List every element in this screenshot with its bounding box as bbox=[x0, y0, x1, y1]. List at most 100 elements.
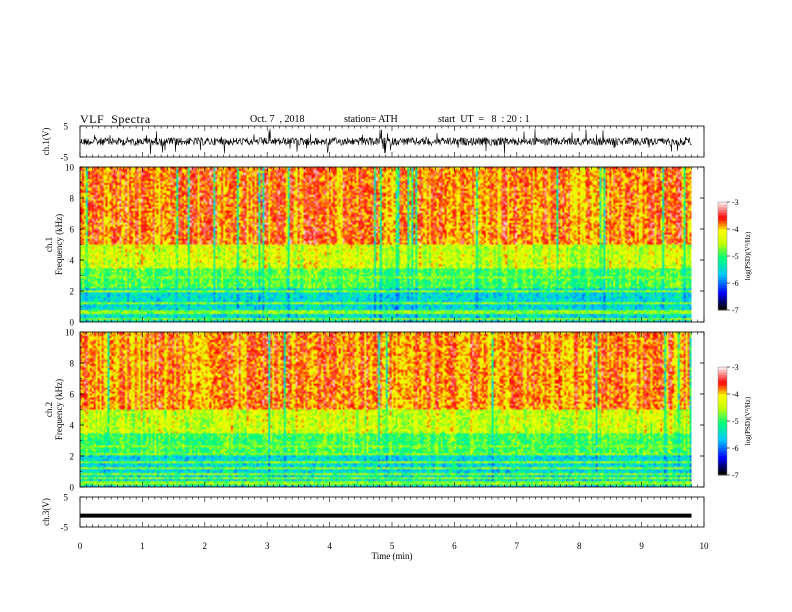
colorbar-segment bbox=[718, 380, 727, 384]
colorbar-segment bbox=[718, 453, 727, 457]
x-tick-label: 9 bbox=[639, 541, 644, 551]
colorbar-segment bbox=[718, 388, 727, 392]
colorbar-segment bbox=[718, 472, 727, 476]
colorbar-segment bbox=[718, 461, 727, 465]
colorbar-segment bbox=[718, 437, 727, 441]
colorbar-tick-label: -6 bbox=[732, 444, 739, 453]
colorbar-segment bbox=[718, 239, 727, 243]
colorbar-segment bbox=[718, 383, 727, 387]
x-tick-label: 3 bbox=[265, 541, 270, 551]
colorbar-tick-label: -4 bbox=[732, 390, 739, 399]
x-tick-label: 10 bbox=[700, 541, 710, 551]
colorbar-segment bbox=[718, 202, 727, 206]
colorbar-segment bbox=[718, 291, 727, 295]
ch2-spectrogram-panel-ylabel-line: Frequency (kHz) bbox=[54, 379, 64, 440]
colorbar-segment bbox=[718, 274, 727, 279]
colorbar-segment bbox=[718, 404, 727, 408]
colorbar-tick-label: -7 bbox=[732, 471, 739, 480]
date-label: Oct. 7 , 2018 bbox=[250, 114, 305, 125]
colorbar-tick-label: -3 bbox=[732, 363, 739, 372]
colorbar-tick-label: -5 bbox=[732, 252, 739, 261]
ch1-spectrogram-panel-ytick-label: 8 bbox=[70, 194, 75, 204]
ch2-spectrogram-panel-ylabel-line: ch.2 bbox=[44, 402, 54, 417]
colorbar-segment bbox=[718, 237, 727, 241]
colorbar-segment bbox=[718, 299, 727, 303]
colorbar-tick-label: -5 bbox=[732, 417, 739, 426]
ch1-waveform-panel-ytick-label: 5 bbox=[64, 122, 69, 132]
ch1-spectrogram-panel-ytick-label: 6 bbox=[70, 225, 75, 235]
colorbar-segment bbox=[718, 399, 727, 403]
x-tick-label: 0 bbox=[78, 541, 83, 551]
colorbar-segment bbox=[718, 369, 727, 373]
colorbar-segment bbox=[718, 304, 727, 308]
ch2-spectrogram-panel-image bbox=[80, 332, 692, 487]
ch2-spectrogram-panel-ytick-label: 10 bbox=[65, 328, 75, 338]
ch1-waveform-panel-ylabel: ch.1(V) bbox=[41, 128, 51, 156]
ch1-waveform-panel-ytick-label: -5 bbox=[61, 153, 69, 163]
colorbar-segment bbox=[718, 264, 727, 268]
colorbar-segment bbox=[718, 402, 727, 406]
ch2-spectrogram-panel-colorbar: -3 -4 -5 -6 -7 log(PSD)(V²/Hz) bbox=[717, 363, 752, 480]
colorbar-tick-label: -6 bbox=[732, 279, 739, 288]
colorbar-segment bbox=[718, 445, 727, 449]
colorbar-segment bbox=[718, 204, 727, 208]
colorbar-segment bbox=[718, 372, 727, 376]
colorbar-label: log(PSD)(V²/Hz) bbox=[744, 396, 752, 445]
colorbar-segment bbox=[718, 464, 727, 468]
colorbar-segment bbox=[718, 423, 727, 427]
colorbar-segment bbox=[718, 223, 727, 227]
colorbar-segment bbox=[718, 261, 727, 265]
colorbar-segment bbox=[718, 247, 727, 252]
colorbar-segment bbox=[718, 220, 727, 225]
time-axis: 0 1 2 3 4 5 6 7 8 9 10 Time (min) bbox=[78, 126, 709, 561]
ch2-spectrogram-panel-ytick-label: 2 bbox=[70, 452, 75, 462]
figure-title: VLF Spectra bbox=[80, 112, 151, 126]
colorbar-segment bbox=[718, 207, 727, 211]
ch2-spectrogram-panel-ytick-label: 8 bbox=[70, 359, 75, 369]
colorbar-segment bbox=[718, 418, 727, 422]
ch2-spectrogram-panel-ytick-label: 0 bbox=[70, 483, 75, 493]
colorbar-segment bbox=[718, 410, 727, 414]
colorbar-segment bbox=[718, 391, 727, 395]
colorbar-segment bbox=[718, 250, 727, 254]
ch1-spectrogram-panel-ytick-label: 2 bbox=[70, 287, 75, 297]
station-label: station= ATH bbox=[344, 114, 398, 125]
colorbar-segment bbox=[718, 212, 727, 216]
colorbar-segment bbox=[718, 234, 727, 238]
ch3-waveform-panel: 5 -5 ch.3(V) bbox=[41, 493, 705, 533]
colorbar-segment bbox=[718, 456, 727, 460]
x-tick-label: 7 bbox=[515, 541, 520, 551]
ch1-spectrogram-panel: 0 2 4 6 8 10 ch.1 Frequency (kHz) -3 -4 -5 -6 -7 log(… bbox=[44, 163, 752, 328]
colorbar-tick-label: -3 bbox=[732, 198, 739, 207]
x-axis-label: Time (min) bbox=[372, 551, 413, 561]
ch1-spectrogram-panel-ytick-label: 0 bbox=[70, 318, 75, 328]
ch3-waveform-panel-ytick-label: 5 bbox=[64, 493, 69, 503]
colorbar-segment bbox=[718, 385, 727, 390]
ch1-spectrogram-panel-ylabel-line: ch.1 bbox=[44, 237, 54, 252]
colorbar-segment bbox=[718, 229, 727, 233]
colorbar-segment bbox=[718, 242, 727, 246]
x-tick-label: 4 bbox=[327, 541, 332, 551]
colorbar-segment bbox=[718, 426, 727, 430]
x-tick-label: 1 bbox=[140, 541, 145, 551]
colorbar-segment bbox=[718, 375, 727, 379]
colorbar-segment bbox=[718, 231, 727, 235]
colorbar-segment bbox=[718, 266, 727, 270]
colorbar-segment bbox=[718, 367, 727, 371]
colorbar-segment bbox=[718, 253, 727, 257]
ch2-spectrogram-panel-ytick-label: 4 bbox=[70, 421, 75, 431]
colorbar-segment bbox=[718, 277, 727, 281]
colorbar-segment bbox=[718, 285, 727, 289]
colorbar-segment bbox=[718, 293, 727, 297]
x-tick-label: 5 bbox=[390, 541, 395, 551]
x-tick-label: 6 bbox=[452, 541, 457, 551]
ch3-waveform-panel-ylabel: ch.3(V) bbox=[41, 498, 51, 526]
ch1-waveform-panel: 5 -5 ch.1(V) bbox=[41, 122, 705, 163]
colorbar-segment bbox=[718, 256, 727, 260]
colorbar-segment bbox=[718, 412, 727, 417]
ch1-waveform-trace bbox=[79, 128, 692, 155]
colorbar-segment bbox=[718, 301, 727, 306]
colorbar-label: log(PSD)(V²/Hz) bbox=[744, 231, 752, 280]
ch1-spectrogram-panel-colorbar: -3 -4 -5 -6 -7 log(PSD)(V²/Hz) bbox=[717, 198, 752, 315]
